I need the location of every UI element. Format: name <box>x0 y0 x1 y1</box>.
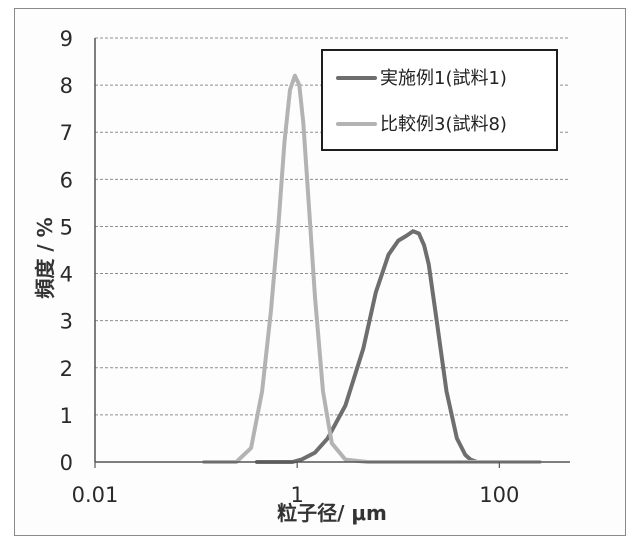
y-tick-label: 6 <box>60 168 73 192</box>
legend-box <box>322 50 557 150</box>
legend-label-1: 実施例1(試料1) <box>380 68 507 89</box>
y-tick-label: 3 <box>60 310 73 334</box>
y-tick-label: 9 <box>60 27 73 51</box>
y-tick-label: 2 <box>60 357 73 381</box>
x-tick-label: 0.01 <box>72 483 119 507</box>
y-tick-label: 0 <box>60 451 73 475</box>
series-line-1 <box>257 231 477 462</box>
legend-label-2: 比較例3(試料8) <box>380 114 507 135</box>
x-tick-label: 100 <box>479 483 519 507</box>
y-tick-labels: 0 1 2 3 4 5 6 7 8 9 <box>60 27 73 475</box>
y-tick-label: 1 <box>60 404 73 428</box>
y-axis-title: 頻度 / % <box>33 217 57 298</box>
y-tick-label: 7 <box>60 121 73 145</box>
y-tick-label: 4 <box>60 263 73 287</box>
y-tick-label: 5 <box>60 215 73 239</box>
legend: 実施例1(試料1) 比較例3(試料8) <box>322 50 557 150</box>
y-tick-label: 8 <box>60 74 73 98</box>
x-axis-title: 粒子径/ μm <box>277 501 387 525</box>
